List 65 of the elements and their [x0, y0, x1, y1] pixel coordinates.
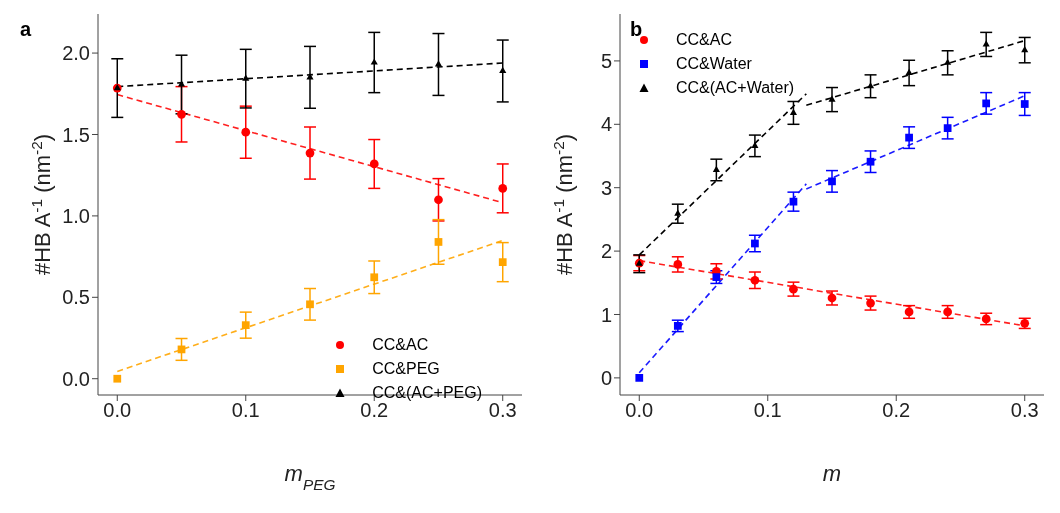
point: [306, 300, 314, 309]
y-tick-label: 0.0: [62, 367, 90, 390]
point: [434, 60, 443, 67]
point: [673, 260, 683, 269]
y-tick-label: 0.5: [62, 286, 90, 309]
point: [905, 133, 913, 142]
point: [828, 95, 836, 102]
point: [177, 109, 186, 119]
point: [712, 273, 721, 281]
legend-label: CC&(AC+Water): [676, 78, 795, 98]
y-tick-label: 2: [600, 240, 612, 263]
x-axis-title: m$_{PEG}$: [284, 461, 336, 493]
y-tick-label: 1.0: [62, 205, 90, 227]
point: [242, 74, 250, 81]
legend-label: CC&PEG: [372, 359, 440, 379]
y-tick-label: 0: [600, 366, 612, 389]
x-tick-label: 0.0: [103, 399, 132, 422]
point: [943, 124, 952, 132]
point: [241, 127, 251, 137]
point: [635, 374, 644, 382]
point: [369, 159, 379, 169]
legend-label: CC&Water: [676, 54, 752, 74]
x-tick-label: 0.3: [1010, 399, 1039, 422]
y-tick-label: 1: [600, 303, 612, 326]
x-tick-label: 0.1: [231, 399, 260, 422]
x-tick-label: 0.0: [625, 399, 654, 422]
point: [944, 58, 952, 65]
y-tick-label: 3: [600, 176, 612, 199]
point: [177, 80, 186, 87]
chart-title: a: [20, 18, 32, 41]
point: [434, 195, 443, 205]
point: [241, 321, 250, 330]
point: [499, 66, 507, 74]
point: [789, 197, 798, 206]
x-tick-label: 0.2: [882, 399, 911, 422]
point: [370, 58, 378, 65]
point: [982, 99, 991, 108]
point: [751, 141, 759, 148]
point: [866, 157, 875, 166]
point: [1021, 46, 1029, 53]
point: [712, 165, 720, 173]
point: [113, 374, 122, 383]
y-tick-label: 2.0: [62, 42, 90, 65]
point: [370, 273, 379, 282]
point: [866, 82, 875, 89]
point: [751, 239, 759, 248]
y-tick-label: 1.5: [62, 123, 90, 146]
x-tick-label: 0.1: [753, 399, 782, 422]
point: [789, 108, 798, 115]
point: [905, 68, 913, 76]
point: [750, 275, 760, 285]
legend-label: CC&AC: [676, 30, 733, 50]
legend-label: CC&AC: [372, 335, 429, 355]
x-axis-title: m: [822, 461, 842, 486]
point: [498, 184, 508, 193]
point: [674, 209, 682, 216]
point: [1020, 100, 1029, 108]
y-tick-label: 4: [600, 113, 612, 136]
point: [828, 177, 836, 186]
point: [434, 238, 443, 246]
chart-title: b: [630, 18, 643, 41]
point: [305, 148, 315, 158]
point: [498, 258, 507, 267]
y-tick-label: 5: [600, 50, 612, 73]
x-tick-label: 0.3: [488, 399, 517, 422]
